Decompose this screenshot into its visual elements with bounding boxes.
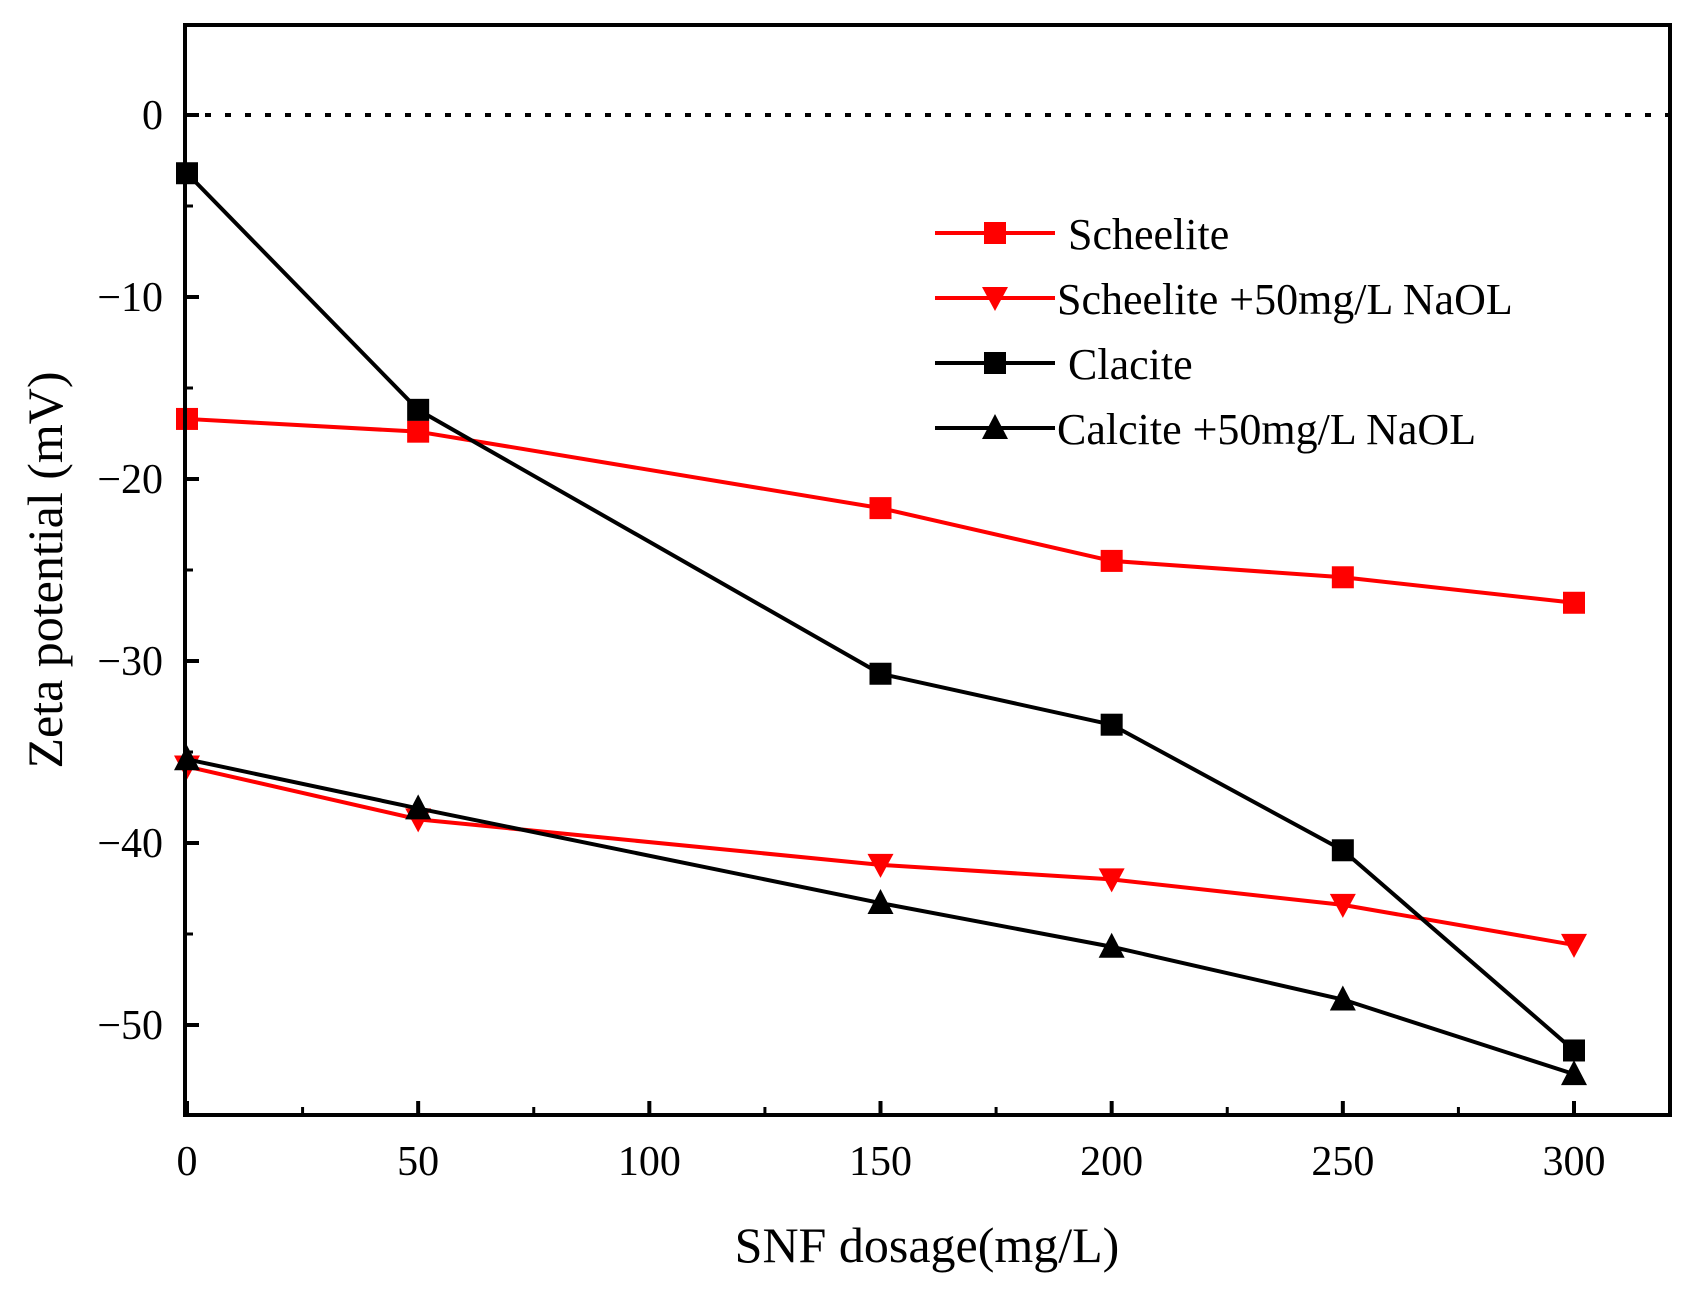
data-point xyxy=(1329,985,1356,1011)
legend-label: Scheelite +50mg/L NaOL xyxy=(1057,275,1513,324)
y-tick-label: −40 xyxy=(97,821,163,867)
legend-label: Calcite +50mg/L NaOL xyxy=(1057,405,1476,454)
series-1 xyxy=(176,407,1585,614)
plot-frame xyxy=(183,23,1672,1117)
data-point xyxy=(1100,713,1123,736)
data-point xyxy=(407,398,430,421)
data-point xyxy=(1329,893,1356,918)
data-point xyxy=(869,497,892,520)
data-point xyxy=(1561,1060,1587,1086)
legend-marker xyxy=(982,414,1008,439)
x-tick-label: 150 xyxy=(849,1139,912,1185)
data-point xyxy=(1098,932,1125,958)
series-line xyxy=(186,416,1575,605)
legend-label: Clacite xyxy=(1057,340,1193,389)
y-tick-label: −10 xyxy=(97,275,163,321)
legend-marker xyxy=(982,287,1008,311)
legend-item: Clacite xyxy=(935,340,1193,389)
data-point xyxy=(407,420,430,443)
series-3 xyxy=(176,162,1585,1062)
legend: Scheelite Scheelite +50mg/L NaOL Clacite C… xyxy=(935,210,1513,454)
series-line xyxy=(186,764,1575,947)
y-tick-label: −20 xyxy=(97,457,163,503)
data-point xyxy=(869,662,892,685)
y-tick-label: −50 xyxy=(97,1003,163,1049)
x-tick-label: 0 xyxy=(177,1139,198,1185)
legend-item: Scheelite +50mg/L NaOL xyxy=(935,275,1513,324)
x-tick-label: 100 xyxy=(618,1139,681,1185)
data-point xyxy=(1098,868,1125,893)
data-point xyxy=(1331,566,1354,589)
series-2 xyxy=(174,755,1587,958)
data-point xyxy=(1100,549,1123,572)
x-tick-label: 200 xyxy=(1080,1139,1143,1185)
series-line xyxy=(185,171,1576,1052)
x-tick-label: 300 xyxy=(1543,1139,1606,1185)
axis-layer: 0 50 100 150 200 250 300 0 −10 −20 −30 −40 −50 xyxy=(97,93,1605,1185)
x-tick-label: 50 xyxy=(397,1139,439,1185)
data-point xyxy=(1331,839,1354,862)
data-point xyxy=(867,889,894,915)
legend-label: Scheelite xyxy=(1057,210,1229,259)
y-tick-label: −30 xyxy=(97,639,163,685)
y-tick-label: 0 xyxy=(142,93,163,139)
series-line xyxy=(186,757,1575,1077)
x-axis-title: SNF dosage(mg/L) xyxy=(735,1217,1120,1273)
legend-item: Scheelite xyxy=(935,210,1229,259)
y-axis-title: Zeta potential (mV) xyxy=(17,371,73,768)
series-4 xyxy=(174,745,1587,1086)
legend-marker xyxy=(984,222,1006,244)
data-point xyxy=(867,853,894,878)
data-point xyxy=(1561,933,1587,958)
data-point xyxy=(1563,591,1585,614)
x-tick-label: 250 xyxy=(1311,1139,1374,1185)
legend-item: Calcite +50mg/L NaOL xyxy=(935,405,1476,454)
data-point xyxy=(1563,1039,1585,1062)
legend-marker xyxy=(984,352,1006,374)
data-point xyxy=(405,794,432,820)
